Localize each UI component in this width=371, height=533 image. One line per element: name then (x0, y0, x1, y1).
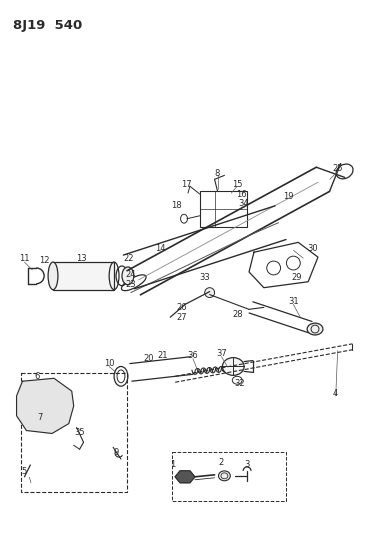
Text: 16: 16 (236, 190, 246, 199)
Bar (172, 452, 286, 502)
Text: 5: 5 (22, 467, 27, 477)
Bar (200, 191, 247, 227)
Polygon shape (175, 471, 195, 483)
Text: 24: 24 (125, 270, 136, 279)
Circle shape (30, 392, 58, 419)
Text: 25: 25 (332, 164, 343, 173)
Text: 9: 9 (114, 448, 119, 457)
Text: 4: 4 (333, 389, 338, 398)
Text: 8: 8 (215, 169, 220, 178)
Text: 6: 6 (35, 372, 40, 381)
Ellipse shape (219, 471, 230, 481)
Text: 35: 35 (74, 428, 85, 437)
Text: 26: 26 (177, 303, 187, 312)
Text: 13: 13 (76, 254, 87, 263)
Text: 19: 19 (283, 191, 294, 200)
Text: 33: 33 (199, 273, 210, 282)
Text: 30: 30 (308, 244, 318, 253)
Bar (20, 374, 127, 491)
Polygon shape (17, 378, 74, 433)
Text: 34: 34 (238, 199, 249, 208)
Text: 31: 31 (288, 297, 299, 306)
Text: 10: 10 (104, 359, 114, 368)
Text: 18: 18 (171, 201, 181, 211)
Text: 1: 1 (171, 461, 176, 470)
Text: \: \ (29, 477, 32, 483)
Text: 23: 23 (125, 280, 136, 289)
Circle shape (37, 399, 51, 413)
Ellipse shape (307, 323, 323, 335)
Circle shape (205, 288, 214, 297)
Text: 2: 2 (219, 457, 224, 466)
Text: 29: 29 (291, 273, 302, 282)
Ellipse shape (223, 358, 244, 375)
Text: 8J19  540: 8J19 540 (13, 19, 82, 32)
Text: 3: 3 (244, 461, 250, 470)
Text: 17: 17 (181, 180, 191, 189)
Text: 20: 20 (143, 354, 154, 363)
Text: 21: 21 (157, 351, 168, 360)
Text: 14: 14 (155, 244, 165, 253)
Text: 27: 27 (177, 313, 187, 322)
Text: 32: 32 (234, 379, 244, 387)
Text: 22: 22 (124, 254, 134, 263)
Text: 15: 15 (232, 180, 243, 189)
Text: 7: 7 (37, 413, 43, 422)
Ellipse shape (48, 262, 58, 289)
Ellipse shape (122, 267, 134, 285)
Text: 12: 12 (39, 256, 49, 264)
Text: 36: 36 (187, 351, 198, 360)
Bar (53, 262, 114, 289)
Text: 28: 28 (232, 310, 243, 319)
Text: 37: 37 (216, 349, 227, 358)
Text: 11: 11 (19, 254, 30, 263)
